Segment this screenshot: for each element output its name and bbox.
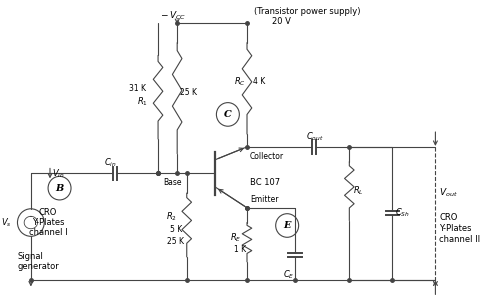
Text: 25 K: 25 K (180, 88, 197, 97)
Text: 25 K: 25 K (166, 237, 183, 246)
Text: $R_E$: $R_E$ (229, 231, 241, 243)
Text: channel II: channel II (438, 235, 479, 244)
Text: C: C (224, 110, 231, 119)
Text: Base: Base (163, 178, 181, 187)
Text: BC 107: BC 107 (249, 178, 280, 187)
Text: generator: generator (18, 262, 59, 271)
Text: $R_2$: $R_2$ (165, 210, 176, 223)
Text: CRO: CRO (39, 208, 57, 217)
Text: $V_{in}$: $V_{in}$ (52, 167, 64, 180)
Text: $C_{out}$: $C_{out}$ (305, 131, 323, 143)
Text: B: B (55, 184, 63, 193)
Text: $-\,V_{CC}$: $-\,V_{CC}$ (160, 10, 185, 22)
Text: Collector: Collector (249, 152, 284, 161)
Text: Signal: Signal (18, 252, 43, 261)
Text: $C_E$: $C_E$ (283, 268, 294, 281)
Text: E: E (283, 221, 290, 230)
Text: 20 V: 20 V (271, 17, 290, 26)
Text: Emitter: Emitter (249, 195, 278, 204)
Text: $V_{out}$: $V_{out}$ (438, 187, 457, 199)
Text: 1 K: 1 K (233, 245, 245, 254)
Text: (Transistor power supply): (Transistor power supply) (253, 7, 360, 16)
Text: $R_L$: $R_L$ (352, 185, 363, 197)
Text: Y-Plates: Y-Plates (438, 224, 471, 233)
Text: 4 K: 4 K (252, 77, 264, 86)
Text: Y-Plates: Y-Plates (32, 218, 64, 227)
Text: 31 K: 31 K (129, 84, 146, 93)
Text: 5 K: 5 K (169, 225, 182, 234)
Text: $R_1$: $R_1$ (137, 95, 148, 108)
Text: $R_C$: $R_C$ (233, 76, 245, 88)
Text: channel I: channel I (29, 228, 67, 237)
Text: $C_{Sh}$: $C_{Sh}$ (394, 207, 409, 219)
Text: $V_s$: $V_s$ (0, 216, 11, 229)
Text: $C_{in}$: $C_{in}$ (103, 156, 117, 169)
Text: CRO: CRO (438, 213, 457, 222)
